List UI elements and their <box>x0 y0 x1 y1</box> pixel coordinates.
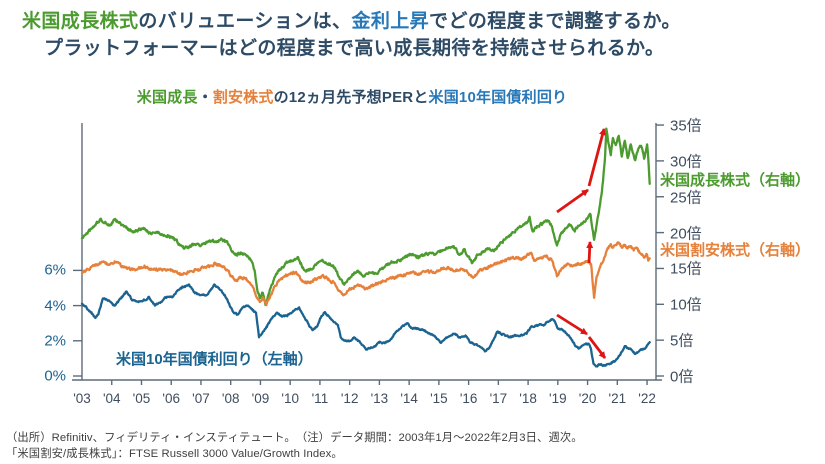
left-axis-label: 4% <box>44 297 66 315</box>
right-axis-label: 0倍 <box>670 368 694 386</box>
x-axis-label: '06 <box>162 391 181 406</box>
footnote-source: （出所）Refinitiv、フィデリティ・インスティテュート。 （注）データ期間… <box>6 432 583 444</box>
x-axis-label: '12 <box>340 391 359 406</box>
x-axis-label: '16 <box>459 391 478 406</box>
x-axis-label: '15 <box>430 391 448 406</box>
series-line-1 <box>80 241 651 307</box>
annotation-arrow-3 <box>556 313 588 336</box>
page-title-segment-3: でどの程度まで調整するか。 <box>429 11 681 32</box>
page-title-line-1: 米国成長株式のバリュエーションは、金利上昇でどの程度まで調整するか。 <box>0 8 825 35</box>
right-axis-label: 35倍 <box>670 117 702 135</box>
footnote-index: 「米国割安/成長株式」：FTSE Russell 3000 Value/Grow… <box>6 448 343 460</box>
right-axis-label: 20倍 <box>670 225 702 243</box>
x-axis-label: '07 <box>192 391 210 406</box>
x-axis-label: '11 <box>311 391 329 406</box>
series-line-2 <box>80 283 651 368</box>
x-axis-label: '03 <box>73 391 91 406</box>
x-axis-label: '05 <box>132 391 151 406</box>
chart-title-segment-4: 米国10年国債利回り <box>428 89 568 106</box>
left-axis-label: 0% <box>44 367 66 385</box>
x-axis-label: '21 <box>608 391 627 406</box>
page-title-line-2: プラットフォーマーはどの程度まで高い成長期待を持続させられるか。 <box>0 35 825 62</box>
annotation-arrow-1 <box>587 128 606 187</box>
x-axis-label: '08 <box>221 391 240 406</box>
x-axis-label: '14 <box>400 391 418 406</box>
annotation-arrow-2 <box>586 241 594 264</box>
chart-title: 米国成長・割安株式の12ヵ月先予想PERと米国10年国債利回り <box>82 86 622 107</box>
x-axis-label: '22 <box>638 391 656 406</box>
axes <box>72 123 664 385</box>
chart-title-segment-1: ・ <box>197 89 213 106</box>
x-axis-label: '20 <box>578 391 597 406</box>
chart-title-segment-0: 米国成長 <box>136 89 198 106</box>
x-axis-label: '18 <box>519 391 537 406</box>
annotation-arrow-0 <box>556 188 589 214</box>
x-axis-label: '13 <box>370 391 389 406</box>
right-axis-label: 30倍 <box>670 153 702 171</box>
series-label-value: 米国割安株式（右軸） <box>660 242 811 259</box>
left-axis-label: 6% <box>44 261 66 279</box>
x-axis-label: '17 <box>489 391 508 406</box>
page-title-2-segment-0: プラットフォーマーはどの程度まで高い成長期待を持続させられるか。 <box>44 38 665 59</box>
left-axis-label: 2% <box>44 332 66 350</box>
x-axis-label: '10 <box>281 391 299 406</box>
series-label-yield: 米国10年国債利回り（左軸） <box>116 351 313 368</box>
page-title-segment-1: のバリュエーションは、 <box>138 11 352 32</box>
x-axis-label: '09 <box>251 391 270 406</box>
right-axis-label: 5倍 <box>670 332 694 350</box>
page-title: 米国成長株式のバリュエーションは、金利上昇でどの程度まで調整するか。 プラットフ… <box>0 8 825 62</box>
right-axis-label: 15倍 <box>670 260 702 278</box>
right-axis-label: 10倍 <box>670 296 702 314</box>
annotation-arrow-4 <box>587 336 607 359</box>
series-line-0 <box>80 127 651 307</box>
chart-title-segment-3: の12ヵ月先予想PERと <box>273 89 429 106</box>
x-axis-label: '04 <box>102 391 121 406</box>
series-label-growth: 米国成長株式（右軸） <box>660 172 811 189</box>
page-title-segment-0: 米国成長株式 <box>22 11 139 32</box>
chart-title-segment-2: 割安株式 <box>212 89 274 106</box>
right-axis-label: 25倍 <box>670 189 702 207</box>
page-title-segment-2: 金利上昇 <box>351 11 430 32</box>
x-axis-label: '19 <box>549 391 567 406</box>
